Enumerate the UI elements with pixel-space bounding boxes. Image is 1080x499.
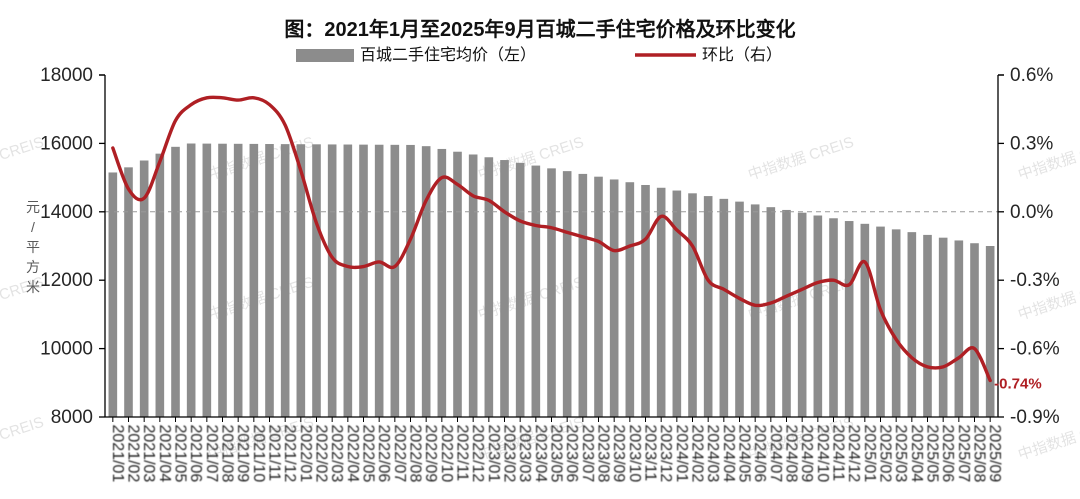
svg-text:2021/01: 2021/01: [109, 425, 126, 483]
svg-text:2023/10: 2023/10: [626, 425, 643, 483]
svg-text:2022/08: 2022/08: [407, 425, 424, 483]
svg-text:2024/03: 2024/03: [704, 425, 721, 483]
svg-text:12000: 12000: [40, 270, 93, 291]
svg-text:2024/02: 2024/02: [689, 425, 706, 483]
svg-text:2025/01: 2025/01: [861, 425, 878, 483]
svg-text:2022/03: 2022/03: [328, 425, 345, 483]
svg-text:2024/05: 2024/05: [736, 425, 753, 483]
svg-text:米: 米: [26, 279, 40, 295]
svg-text:14000: 14000: [40, 202, 93, 223]
svg-text:2022/09: 2022/09: [422, 425, 439, 483]
svg-text:2024/01: 2024/01: [673, 425, 690, 483]
svg-text:2025/08: 2025/08: [971, 425, 988, 483]
svg-text:2022/01: 2022/01: [297, 425, 314, 483]
svg-text:18000: 18000: [40, 65, 93, 86]
svg-text:2025/09: 2025/09: [986, 425, 1003, 483]
svg-text:2021/07: 2021/07: [203, 425, 220, 483]
svg-text:10000: 10000: [40, 339, 93, 360]
svg-text:平: 平: [26, 239, 40, 255]
svg-text:2025/07: 2025/07: [955, 425, 972, 483]
svg-text:2021/08: 2021/08: [219, 425, 236, 483]
svg-text:2024/10: 2024/10: [814, 425, 831, 483]
svg-text:元: 元: [26, 199, 40, 215]
svg-text:2021/06: 2021/06: [187, 425, 204, 483]
svg-text:2025/02: 2025/02: [877, 425, 894, 483]
svg-text:-0.74%: -0.74%: [994, 376, 1042, 393]
svg-text:0.6%: 0.6%: [1010, 65, 1053, 86]
svg-text:2024/08: 2024/08: [783, 425, 800, 483]
svg-text:2021/10: 2021/10: [250, 425, 267, 483]
svg-text:环比（右）: 环比（右）: [702, 46, 782, 64]
svg-text:2022/07: 2022/07: [391, 425, 408, 483]
svg-text:2025/04: 2025/04: [908, 425, 925, 483]
svg-text:2021/09: 2021/09: [234, 425, 251, 483]
svg-text:2024/04: 2024/04: [720, 425, 737, 483]
svg-text:-0.3%: -0.3%: [1010, 270, 1060, 291]
svg-text:-0.6%: -0.6%: [1010, 339, 1060, 360]
svg-text:2022/11: 2022/11: [454, 425, 471, 482]
svg-text:2022/06: 2022/06: [375, 425, 392, 483]
svg-text:2021/12: 2021/12: [281, 425, 298, 483]
svg-text:2024/07: 2024/07: [767, 425, 784, 483]
svg-text:2023/09: 2023/09: [610, 425, 627, 483]
svg-text:2024/11: 2024/11: [830, 425, 847, 482]
svg-text:2023/03: 2023/03: [516, 425, 533, 483]
svg-text:2024/12: 2024/12: [845, 425, 862, 483]
svg-text:2021/11: 2021/11: [266, 425, 283, 482]
svg-text:2023/06: 2023/06: [563, 425, 580, 483]
svg-text:2022/04: 2022/04: [344, 425, 361, 483]
svg-text:0.0%: 0.0%: [1010, 202, 1053, 223]
svg-text:2023/04: 2023/04: [532, 425, 549, 483]
svg-text:2025/06: 2025/06: [939, 425, 956, 483]
svg-text:2021/02: 2021/02: [125, 425, 142, 483]
svg-text:0.3%: 0.3%: [1010, 133, 1053, 154]
svg-text:方: 方: [26, 259, 40, 275]
svg-text:2023/01: 2023/01: [485, 425, 502, 483]
svg-text:2021/03: 2021/03: [140, 425, 157, 483]
svg-text:2023/12: 2023/12: [657, 425, 674, 483]
svg-text:16000: 16000: [40, 133, 93, 154]
svg-text:8000: 8000: [51, 407, 93, 428]
svg-text:2025/03: 2025/03: [892, 425, 909, 483]
svg-text:2021/05: 2021/05: [172, 425, 189, 483]
svg-text:2023/05: 2023/05: [548, 425, 565, 483]
svg-text:2022/02: 2022/02: [313, 425, 330, 483]
svg-text:百城二手住宅均价（左）: 百城二手住宅均价（左）: [360, 46, 536, 64]
svg-text:2022/12: 2022/12: [469, 425, 486, 483]
svg-text:2023/08: 2023/08: [595, 425, 612, 483]
svg-text:2025/05: 2025/05: [924, 425, 941, 483]
svg-text:2022/10: 2022/10: [438, 425, 455, 483]
svg-text:2024/06: 2024/06: [751, 425, 768, 483]
svg-text:-0.9%: -0.9%: [1010, 407, 1060, 428]
svg-text:2022/05: 2022/05: [360, 425, 377, 483]
svg-text:2023/11: 2023/11: [642, 425, 659, 482]
svg-text:/: /: [31, 219, 35, 235]
svg-text:2023/02: 2023/02: [501, 425, 518, 483]
svg-text:2024/09: 2024/09: [798, 425, 815, 483]
svg-text:2023/07: 2023/07: [579, 425, 596, 483]
svg-text:2021/04: 2021/04: [156, 425, 173, 483]
